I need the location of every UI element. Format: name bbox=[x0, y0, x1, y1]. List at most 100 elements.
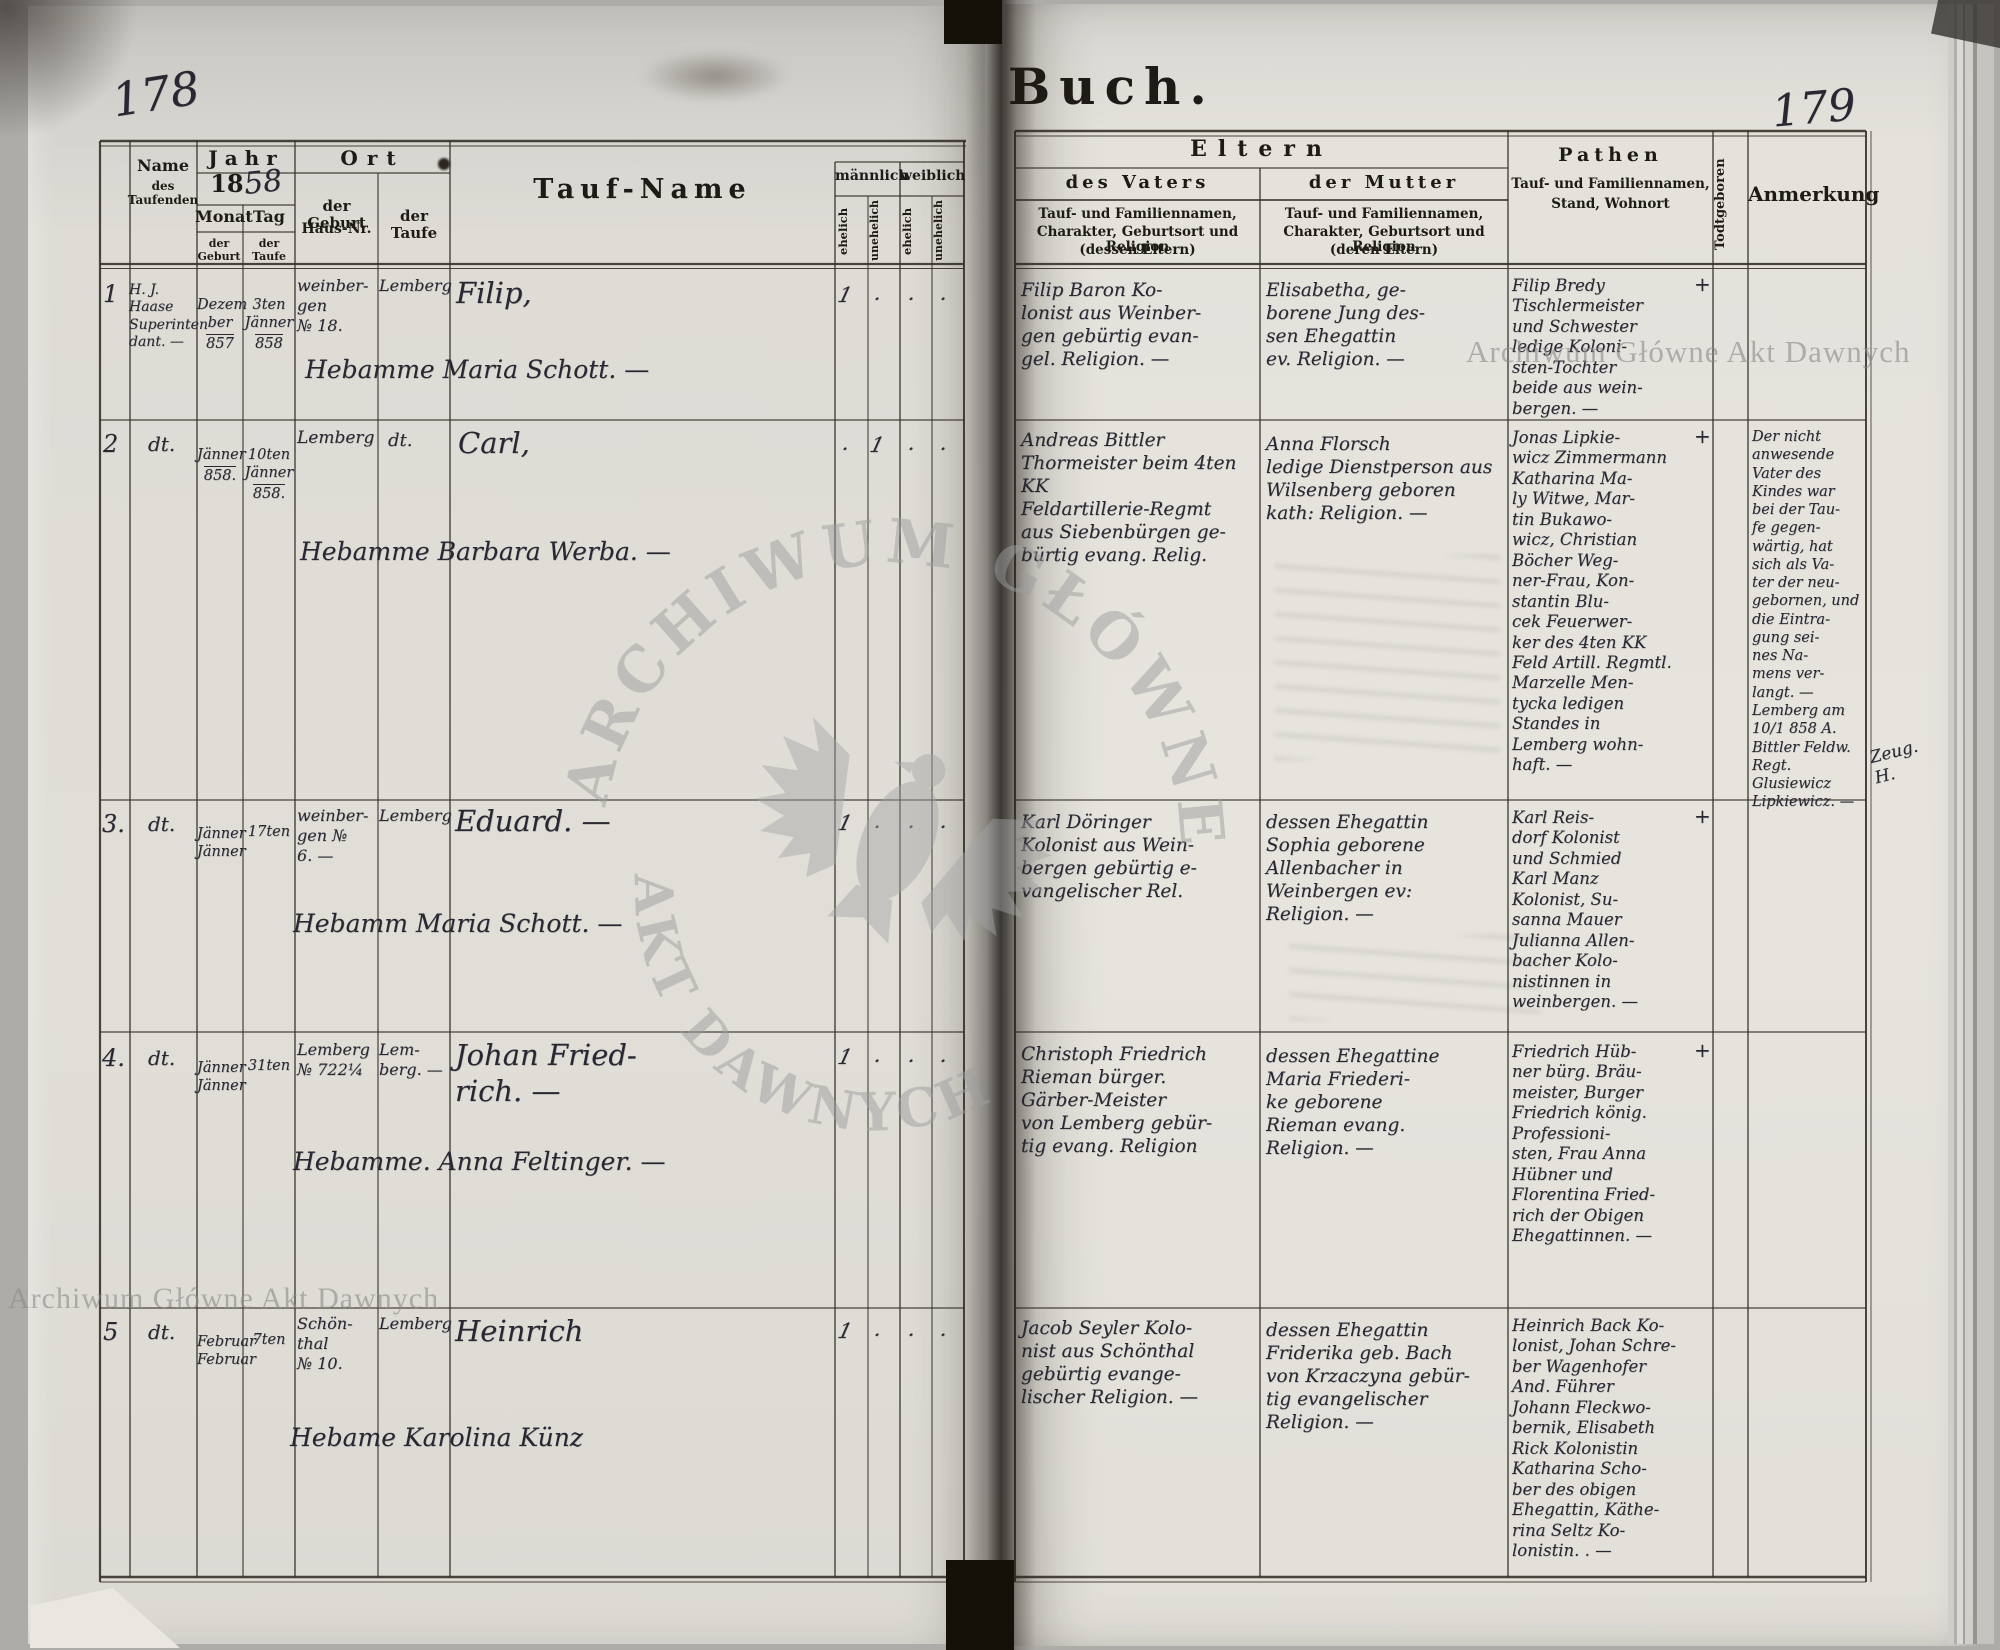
baptizer-name: dt. bbox=[148, 432, 176, 456]
birth-month-cell: Jänner 858. bbox=[197, 446, 246, 484]
baptism-day-cell: 17ten bbox=[247, 823, 291, 840]
column-header-pathen: Pathen bbox=[1558, 144, 1663, 166]
baptismal-name: Heinrich bbox=[455, 1314, 584, 1348]
birthplace: Schön- thal № 10. bbox=[297, 1314, 353, 1373]
remark-entry: Der nicht anwesende Vater des Kindes war… bbox=[1752, 429, 1860, 811]
baptismal-name: Johan Fried- rich. — bbox=[455, 1038, 637, 1108]
column-header-ort-geburt: der Geburt bbox=[307, 197, 366, 233]
father-entry: Karl Döringer Kolonist aus Wein- bergen … bbox=[1021, 812, 1197, 902]
pathen-subheader-1: Tauf- und Familiennamen, bbox=[1511, 176, 1710, 192]
ink-blot bbox=[438, 158, 450, 170]
cross-mark: + bbox=[1694, 804, 1711, 828]
column-subheader-tag: der Taufe bbox=[252, 237, 286, 263]
vater-subheader-2: Charakter, Geburtsort und Religion bbox=[1036, 224, 1239, 256]
midwife-note: Hebamme. Anna Feltinger. — bbox=[293, 1147, 666, 1176]
baptism-day-cell: 31ten bbox=[247, 1057, 291, 1074]
obscured-title-smudge bbox=[640, 50, 790, 102]
birthplace: weinber- gen № 18. bbox=[297, 276, 369, 335]
column-label-unehelich-w: unehelich bbox=[932, 199, 945, 261]
column-header-der-mutter: der Mutter bbox=[1308, 172, 1460, 193]
mutter-subheader-2: Charakter, Geburtsort und Religion bbox=[1283, 224, 1485, 256]
vater-subheader-1: Tauf- und Familiennamen, bbox=[1038, 206, 1237, 222]
birthplace: Lemberg № 722¼ bbox=[297, 1040, 370, 1079]
column-header-jahr: Jahr bbox=[208, 146, 284, 170]
binding-tape-bottom bbox=[946, 1560, 1014, 1650]
column-header-tag: Tag bbox=[253, 207, 285, 226]
godparents-entry: Filip Bredy Tischlermeister und Schweste… bbox=[1512, 276, 1643, 418]
mutter-subheader-3: (deren Eltern) bbox=[1329, 242, 1439, 258]
column-label-ehelich-m: ehelich bbox=[836, 207, 850, 255]
right-page-paper bbox=[1005, 4, 1980, 1646]
midwife-note: Hebamme Barbara Werba. — bbox=[300, 537, 671, 566]
baptism-place: Lemberg bbox=[379, 806, 452, 825]
column-header-ort-taufe: der Taufe bbox=[390, 207, 438, 243]
page-title-buch: Buch. bbox=[1008, 57, 1216, 116]
ink-bleed-area bbox=[1290, 935, 1540, 1020]
column-label-unehelich-m: unehelich bbox=[868, 199, 881, 261]
baptism-day-cell: 7ten bbox=[252, 1331, 286, 1348]
baptism-place: Lemberg bbox=[379, 1314, 452, 1333]
cross-mark: + bbox=[1694, 424, 1711, 448]
column-header-anmerkung: Anmerkung bbox=[1748, 182, 1880, 206]
baptism-place: Lem- berg. — bbox=[379, 1040, 443, 1079]
mother-entry: dessen Ehegattin Sophia geborene Allenba… bbox=[1266, 812, 1429, 925]
cross-mark: + bbox=[1694, 272, 1711, 296]
stacked-page-edges bbox=[1948, 4, 1994, 1644]
column-header-haus-nr: Haus-Nr. bbox=[301, 221, 372, 237]
baptismal-name: Filip, bbox=[456, 276, 532, 310]
left-page-paper bbox=[28, 6, 985, 1644]
entry-number: 2 bbox=[103, 430, 119, 458]
baptism-day-cell: 3ten Jänner 858 bbox=[244, 296, 294, 352]
page-number-right: 179 bbox=[1769, 79, 1858, 138]
column-subheader-monat: der Geburt bbox=[197, 237, 241, 263]
baptizer-name: dt. bbox=[148, 1320, 176, 1344]
godparents-entry: Friedrich Hüb- ner bürg. Bräu- meister, … bbox=[1512, 1042, 1656, 1246]
entry-number: 5 bbox=[103, 1318, 119, 1346]
column-header-eltern: Eltern bbox=[1190, 136, 1333, 162]
birth-month-cell: Jänner Jänner bbox=[197, 825, 246, 860]
godparents-entry: Jonas Lipkie- wicz Zimmermann Katharina … bbox=[1512, 428, 1672, 775]
column-header-todtgeboren: Todtgeboren bbox=[1713, 158, 1728, 250]
column-header-taufname: Tauf-Name bbox=[533, 174, 752, 205]
corner-shadow-top-left bbox=[0, 0, 150, 150]
birthplace: weinber- gen № 6. — bbox=[297, 806, 369, 865]
column-header-des-vaters: des Vaters bbox=[1065, 172, 1210, 193]
cross-mark: + bbox=[1694, 1038, 1711, 1062]
year-printed: 18 bbox=[210, 169, 244, 198]
birth-month-cell: Dezem ber 857 bbox=[197, 296, 248, 352]
father-entry: Filip Baron Ko- lonist aus Weinber- gen … bbox=[1021, 280, 1202, 370]
father-entry: Jacob Seyler Kolo- nist aus Schönthal ge… bbox=[1021, 1318, 1199, 1408]
pathen-subheader-2: Stand, Wohnort bbox=[1551, 196, 1670, 212]
column-header-name: Name bbox=[136, 156, 190, 175]
baptismal-name: Eduard. — bbox=[455, 804, 611, 838]
entry-number: 1 bbox=[103, 280, 119, 308]
midwife-note: Hebamm Maria Schott. — bbox=[293, 909, 623, 938]
column-label-ehelich-w: ehelich bbox=[900, 207, 914, 255]
midwife-note: Hebame Karolina Künz bbox=[290, 1423, 583, 1452]
column-header-ort: Ort bbox=[340, 146, 405, 170]
column-header-maennlich: männlich bbox=[835, 168, 909, 184]
mother-entry: dessen Ehegattin Friderika geb. Bach von… bbox=[1266, 1320, 1470, 1433]
mutter-subheader-1: Tauf- und Familiennamen, bbox=[1284, 206, 1484, 222]
book-gutter-shadow bbox=[966, 0, 1036, 1650]
baptizer-name: H. J. Haase Superinten dant. — bbox=[129, 282, 208, 351]
baptizer-name: dt. bbox=[148, 812, 176, 836]
father-entry: Christoph Friedrich Rieman bürger. Gärbe… bbox=[1021, 1044, 1213, 1157]
birthplace: Lemberg bbox=[297, 428, 375, 448]
godparents-entry: Heinrich Back Ko- lonist, Johan Schre- b… bbox=[1512, 1316, 1676, 1560]
vater-subheader-3: (dessen Eltern) bbox=[1079, 242, 1196, 258]
year-1858: 18 58 bbox=[197, 163, 295, 202]
entry-number: 3. bbox=[102, 810, 125, 838]
year-handwritten: 58 bbox=[241, 163, 284, 202]
baptism-day-cell: 10ten Jänner 858. bbox=[244, 446, 294, 502]
mother-entry: dessen Ehegattine Maria Friederi- ke geb… bbox=[1266, 1046, 1440, 1159]
column-header-name-sub: des Taufenden bbox=[127, 179, 199, 207]
baptizer-name: dt. bbox=[148, 1046, 176, 1070]
birth-month-cell: Jänner Jänner bbox=[197, 1059, 246, 1094]
baptism-place: dt. bbox=[388, 430, 413, 451]
mother-entry: Anna Florsch ledige Dienstperson aus Wil… bbox=[1266, 434, 1493, 524]
column-header-weiblich: weiblich bbox=[900, 168, 966, 184]
baptism-place: Lemberg bbox=[379, 276, 452, 295]
